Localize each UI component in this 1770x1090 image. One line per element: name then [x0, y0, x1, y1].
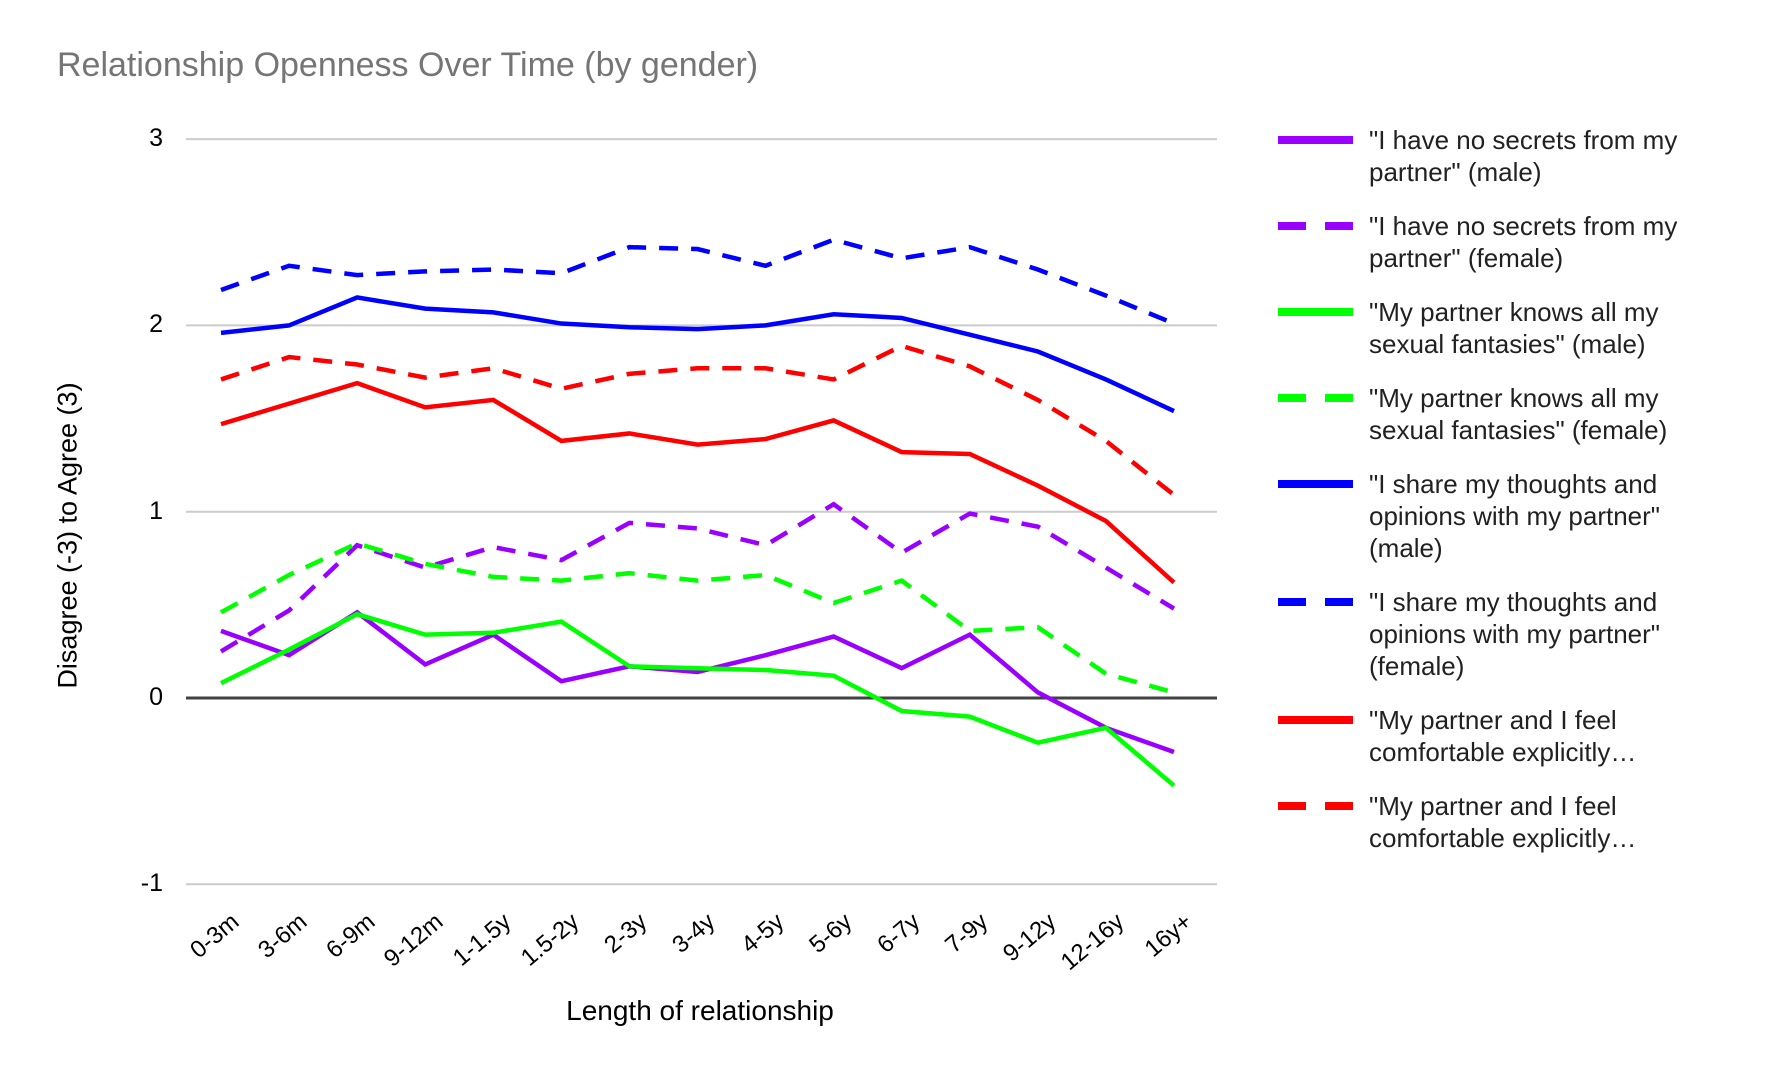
y-tick-label: 0 — [149, 683, 163, 711]
legend-dashed-line-swatch — [1278, 802, 1353, 810]
legend-solid-line-swatch — [1278, 480, 1353, 488]
legend-label: "I share my thoughts and opinions with m… — [1369, 469, 1661, 563]
y-tick-label: 3 — [149, 124, 163, 153]
legend-dashed-line-swatch — [1278, 394, 1353, 402]
legend-entry-5[interactable]: "I share my thoughts and opinions with m… — [1278, 586, 1688, 682]
legend-solid-line-swatch — [1278, 136, 1353, 144]
series-line-0 — [220, 609, 1175, 755]
series-line-1 — [219, 501, 1176, 654]
series-line-2 — [220, 611, 1176, 788]
legend-entry-1[interactable]: "I have no secrets from my partner" (fem… — [1278, 210, 1688, 274]
legend-entry-6[interactable]: "My partner and I feel comfortable expli… — [1278, 704, 1688, 768]
legend-entry-0[interactable]: "I have no secrets from my partner" (mal… — [1278, 124, 1688, 188]
series-line-7 — [220, 343, 1176, 497]
legend-label: "I share my thoughts and opinions with m… — [1369, 587, 1661, 681]
y-tick-label: 2 — [149, 310, 163, 339]
legend-label: "I have no secrets from my partner" (mal… — [1369, 125, 1678, 187]
series-line-4 — [220, 295, 1175, 414]
legend-entry-4[interactable]: "I share my thoughts and opinions with m… — [1278, 468, 1688, 564]
legend-dashed-line-swatch — [1278, 598, 1353, 606]
legend-solid-line-swatch — [1278, 716, 1353, 724]
chart-legend: "I have no secrets from my partner" (mal… — [1278, 124, 1688, 854]
x-axis-title: Length of relationship — [566, 995, 834, 1026]
legend-label: "My partner knows all my sexual fantasie… — [1369, 383, 1668, 445]
y-tick-label: 1 — [149, 496, 163, 525]
legend-solid-line-swatch — [1278, 308, 1353, 316]
legend-entry-3[interactable]: "My partner knows all my sexual fantasie… — [1278, 382, 1688, 446]
legend-label: "My partner and I feel comfortable expli… — [1369, 791, 1637, 853]
series-line-6 — [220, 380, 1176, 585]
y-tick-label: -1 — [140, 869, 163, 898]
legend-entry-7[interactable]: "My partner and I feel comfortable expli… — [1278, 790, 1688, 854]
legend-label: "My partner and I feel comfortable expli… — [1369, 705, 1637, 767]
legend-label: "I have no secrets from my partner" (fem… — [1369, 211, 1678, 273]
chart-title: Relationship Openness Over Time (by gend… — [57, 46, 759, 84]
series-line-3 — [219, 540, 1175, 695]
legend-dashed-line-swatch — [1278, 222, 1353, 230]
legend-entry-2[interactable]: "My partner knows all my sexual fantasie… — [1278, 296, 1688, 360]
series-line-5 — [220, 237, 1175, 326]
legend-label: "My partner knows all my sexual fantasie… — [1369, 297, 1659, 359]
